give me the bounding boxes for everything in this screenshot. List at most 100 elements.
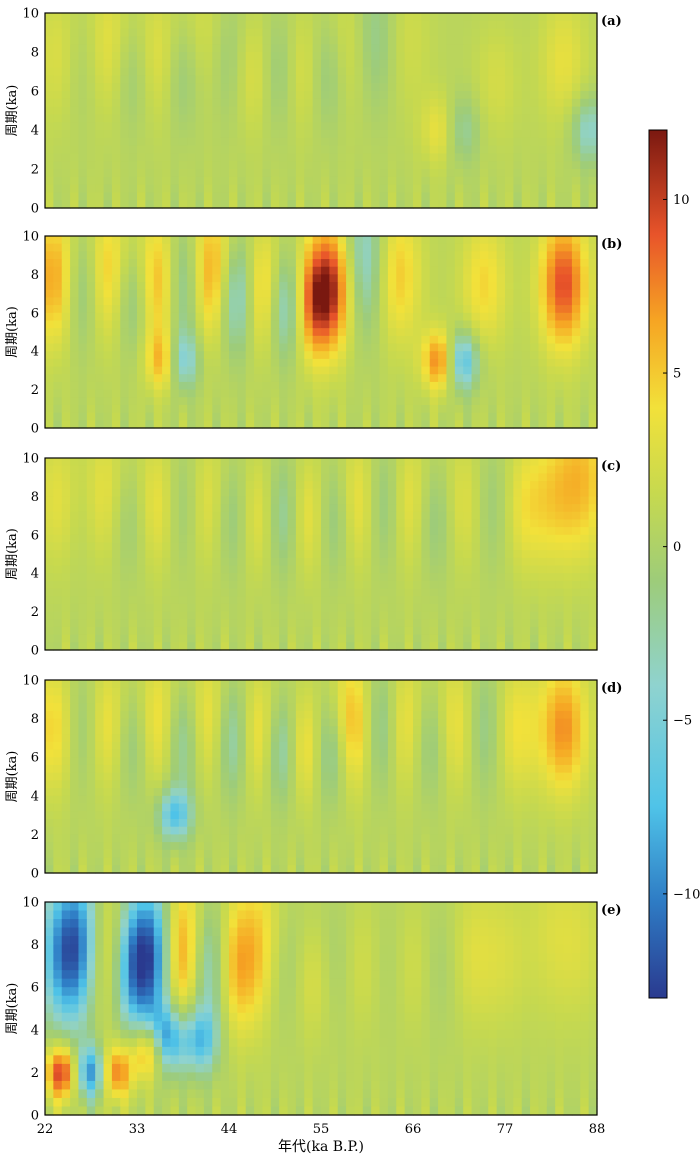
panel-a-cell: [538, 192, 548, 201]
panel-c-cell: [287, 458, 297, 467]
panel-a-cell: [304, 67, 314, 76]
panel-b-cell: [454, 389, 464, 398]
panel-a-cell: [413, 176, 422, 186]
panel-b-cell: [237, 297, 247, 306]
panel-b-cell: [262, 366, 272, 375]
panel-a-cell: [229, 28, 238, 37]
panel-a-cell: [346, 59, 356, 69]
panel-c-cell: [321, 504, 330, 513]
panel-b-cell: [187, 305, 197, 314]
panel-a-cell: [404, 192, 414, 201]
panel-c-cell: [70, 626, 80, 636]
panel-b-cell: [580, 420, 590, 429]
panel-a-cell: [329, 91, 339, 100]
panel-c-cell: [178, 488, 188, 497]
panel-a-cell: [128, 192, 138, 201]
panel-b-cell: [413, 289, 422, 299]
panel-a-cell: [137, 130, 146, 139]
panel-a-cell: [295, 59, 305, 69]
panel-a-cell: [538, 83, 548, 92]
panel-b-cell: [262, 343, 272, 352]
panel-a-cell: [61, 161, 71, 170]
panel-b-cell: [178, 266, 188, 275]
panel-a-cell: [563, 98, 573, 108]
panel-a-cell: [187, 130, 197, 139]
panel-c-cell: [538, 534, 548, 544]
panel-b-cell: [521, 328, 531, 337]
panel-a-cell: [262, 36, 272, 45]
panel-b-cell: [111, 282, 121, 291]
panel-a-cell: [86, 36, 96, 45]
panel-b-cell: [145, 343, 155, 352]
panel-b-cell: [538, 289, 548, 299]
panel-a-cell: [571, 20, 581, 30]
panel-c-cell: [421, 481, 431, 490]
panel-a-cell: [86, 153, 96, 162]
panel-b-cell: [379, 366, 389, 375]
panel-b-cell: [329, 343, 339, 352]
panel-c-cell: [95, 473, 105, 482]
panel-b-cell: [530, 397, 540, 406]
panel-b-cell: [546, 351, 556, 360]
panel-b-cell: [446, 243, 456, 252]
panel-b-cell: [379, 251, 389, 260]
panel-b-cell: [488, 374, 498, 383]
panel-c-cell: [446, 573, 456, 582]
panel-b-cell: [421, 351, 431, 360]
panel-c-cell: [580, 504, 590, 513]
panel-c-cell: [488, 611, 498, 620]
panel-a-cell: [120, 28, 130, 37]
panel-a-cell: [304, 114, 314, 123]
panel-b-cell: [446, 266, 456, 275]
panel-b-cell: [387, 289, 397, 299]
panel-b-cell: [103, 305, 113, 314]
panel-a-cell: [479, 28, 489, 37]
panel-a-cell: [488, 98, 498, 108]
panel-b-cell: [421, 374, 431, 383]
panel-b-cell: [479, 374, 489, 383]
panel-c-cell: [195, 504, 205, 513]
panel-a-cell: [162, 169, 172, 178]
panel-c-cell: [170, 496, 180, 505]
panel-c-cell: [103, 619, 113, 628]
panel-a-cell: [580, 20, 590, 30]
panel-b-cell: [145, 236, 155, 245]
panel-a-cell: [337, 176, 347, 186]
panel-c-cell: [86, 534, 96, 544]
panel-a-cell: [61, 200, 71, 209]
panel-c-cell: [379, 511, 389, 521]
panel-a-cell: [61, 114, 71, 123]
panel-c-cell: [530, 603, 540, 613]
panel-c-cell: [488, 573, 498, 582]
panel-c-cell: [203, 626, 213, 636]
panel-b-cell: [555, 412, 565, 421]
panel-a-cell: [137, 59, 146, 69]
panel-c-cell: [421, 511, 431, 521]
panel-c-cell: [312, 588, 322, 597]
panel-c-cell: [178, 534, 188, 544]
panel-c-cell: [304, 557, 314, 567]
panel-c-cell: [362, 596, 372, 605]
panel-c-cell: [454, 596, 464, 605]
panel-a-cell: [145, 169, 155, 178]
panel-a-cell: [396, 75, 406, 84]
panel-a-cell: [86, 52, 96, 61]
panel-a-cell: [220, 122, 230, 131]
panel-b-cell: [270, 312, 280, 322]
panel-b-cell: [245, 320, 255, 329]
panel-a-cell: [229, 91, 238, 100]
panel-a-cell: [304, 36, 314, 45]
panel-c-cell: [479, 496, 489, 505]
panel-c-cell: [212, 573, 222, 582]
panel-b-cell: [379, 320, 389, 329]
panel-c-cell: [45, 573, 54, 582]
panel-a-cell: [505, 83, 514, 92]
panel-c-cell: [530, 619, 540, 628]
panel-b-cell: [111, 335, 121, 345]
panel-a-cell: [387, 83, 397, 92]
panel-a-cell: [120, 13, 130, 22]
panel-a-cell: [413, 44, 422, 53]
panel-c-cell: [295, 619, 305, 628]
panel-c-cell: [479, 573, 489, 582]
panel-a-cell: [287, 130, 297, 139]
